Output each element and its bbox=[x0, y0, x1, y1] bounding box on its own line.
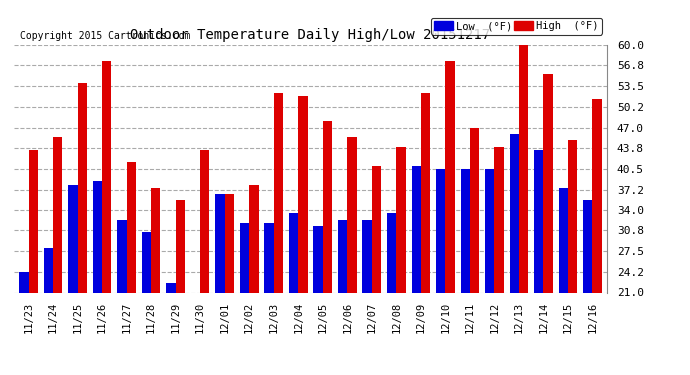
Bar bbox=[53, 137, 62, 292]
Bar bbox=[43, 248, 53, 292]
Bar bbox=[372, 166, 381, 292]
Bar bbox=[411, 166, 421, 292]
Legend: Low  (°F), High  (°F): Low (°F), High (°F) bbox=[431, 18, 602, 34]
Bar bbox=[240, 223, 249, 292]
Bar bbox=[445, 61, 455, 292]
Bar bbox=[544, 74, 553, 292]
Bar bbox=[166, 283, 176, 292]
Bar bbox=[470, 128, 479, 292]
Bar bbox=[225, 194, 234, 292]
Bar bbox=[274, 93, 283, 292]
Bar bbox=[396, 147, 406, 292]
Bar bbox=[347, 137, 357, 292]
Bar bbox=[559, 188, 568, 292]
Bar bbox=[142, 232, 151, 292]
Bar bbox=[215, 194, 225, 292]
Bar bbox=[534, 150, 544, 292]
Bar bbox=[460, 169, 470, 292]
Bar bbox=[126, 162, 136, 292]
Bar bbox=[387, 213, 396, 292]
Bar bbox=[68, 184, 77, 292]
Bar bbox=[583, 201, 593, 292]
Bar bbox=[249, 184, 259, 292]
Bar bbox=[200, 150, 210, 292]
Bar bbox=[495, 147, 504, 292]
Bar bbox=[436, 169, 445, 292]
Bar bbox=[421, 93, 430, 292]
Bar bbox=[92, 182, 102, 292]
Bar bbox=[289, 213, 298, 292]
Title: Outdoor Temperature Daily High/Low 20151217: Outdoor Temperature Daily High/Low 20151… bbox=[130, 28, 491, 42]
Bar bbox=[485, 169, 495, 292]
Bar bbox=[338, 219, 347, 292]
Bar bbox=[298, 96, 308, 292]
Bar bbox=[510, 134, 519, 292]
Bar bbox=[151, 188, 161, 292]
Bar bbox=[117, 219, 126, 292]
Bar bbox=[28, 150, 38, 292]
Bar bbox=[19, 272, 28, 292]
Bar bbox=[593, 99, 602, 292]
Text: Copyright 2015 Cartronics.com: Copyright 2015 Cartronics.com bbox=[20, 32, 190, 41]
Bar bbox=[323, 121, 332, 292]
Bar bbox=[568, 140, 578, 292]
Bar bbox=[102, 61, 111, 292]
Bar bbox=[176, 201, 185, 292]
Bar bbox=[313, 226, 323, 292]
Bar bbox=[519, 45, 529, 292]
Bar bbox=[77, 83, 87, 292]
Bar bbox=[362, 219, 372, 292]
Bar bbox=[264, 223, 274, 292]
